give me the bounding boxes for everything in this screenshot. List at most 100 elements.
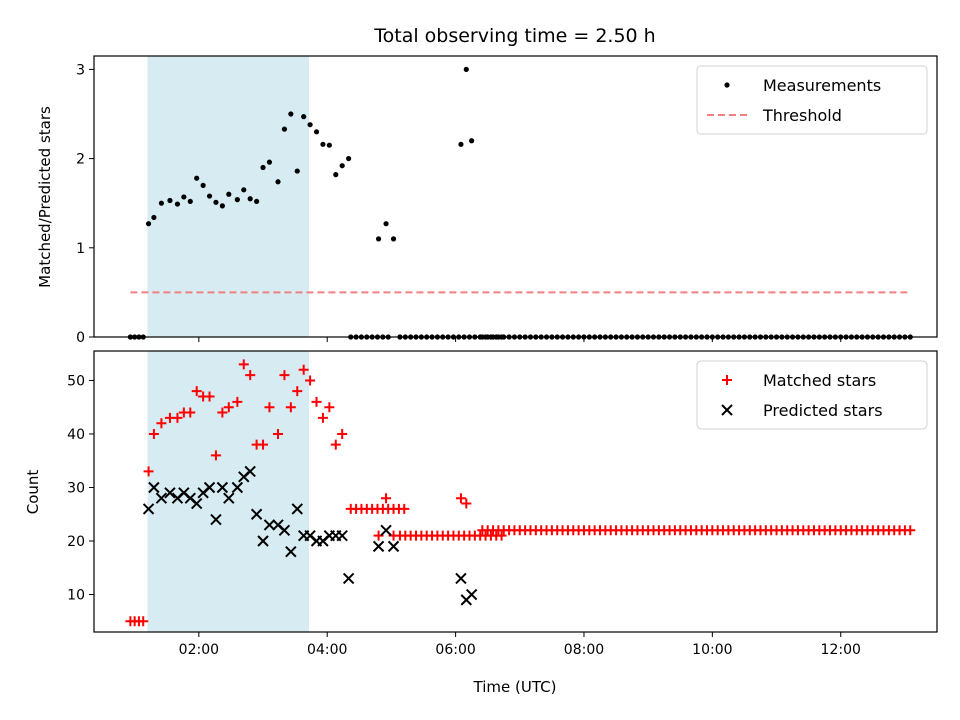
measurement-point [167, 197, 173, 204]
matched-star-marker [143, 466, 154, 477]
measurement-point [375, 236, 382, 242]
measurement-point [213, 199, 219, 205]
bottom-series-predicted-stars [142, 465, 478, 606]
matched-star-marker [337, 428, 348, 439]
predicted-star-marker [164, 487, 176, 499]
matched-star-marker [232, 396, 243, 407]
matched-star-marker [381, 493, 392, 504]
predicted-star-marker [223, 492, 235, 504]
measurement-point [320, 141, 326, 147]
predicted-star-marker [342, 572, 355, 585]
matched-star-marker [185, 407, 196, 418]
matched-star-marker [223, 402, 234, 413]
measurement-point [241, 187, 247, 193]
top-y-tick-label: 3 [76, 62, 85, 78]
bottom-chart-xlabel: Time (UTC) [473, 678, 557, 696]
legend-label: Threshold [762, 106, 842, 125]
legend-label: Measurements [763, 76, 881, 95]
top-axes-frame [93, 55, 938, 338]
bottom-x-tick-label: 08:00 [564, 642, 604, 658]
legend-label: Predicted stars [763, 401, 883, 420]
matched-star-marker [298, 364, 309, 375]
matched-star-marker [148, 428, 159, 439]
measurement-point [294, 168, 300, 174]
measurement-point [158, 200, 164, 206]
matched-star-marker [217, 407, 228, 418]
matched-star-marker [311, 396, 322, 407]
legend-plus-icon [722, 375, 732, 385]
predicted-star-marker [148, 481, 160, 494]
matched-star-marker [317, 412, 328, 423]
measurement-point [333, 172, 339, 178]
measurement-point [390, 236, 397, 242]
top-y-tick-label: 1 [76, 241, 85, 257]
bottom-y-tick-label: 20 [67, 534, 85, 550]
measurement-point [307, 122, 313, 128]
matched-star-marker [210, 450, 221, 461]
predicted-star-marker [291, 503, 303, 515]
top-y-tick-label: 0 [76, 330, 85, 346]
bottom-axes-frame [93, 350, 938, 633]
legend-box [696, 360, 928, 430]
measurement-point [194, 175, 200, 181]
matched-star-marker [496, 530, 507, 541]
measurement-point [281, 126, 288, 132]
measurement-point [463, 66, 469, 72]
predicted-star-marker [465, 588, 478, 601]
matched-star-marker [905, 525, 916, 536]
predicted-star-marker [372, 540, 385, 553]
matched-star-marker [238, 359, 249, 370]
predicted-star-marker [455, 572, 467, 585]
matched-star-marker [204, 391, 215, 402]
top-y-tick-label: 2 [76, 152, 85, 168]
measurement-point [275, 179, 281, 185]
measurement-point [346, 155, 352, 162]
measurement-point [288, 111, 294, 117]
bottom-x-tick-label: 02:00 [179, 642, 219, 658]
bottom-chart-ylabel: Count [24, 470, 42, 515]
measurement-point [254, 198, 260, 205]
measurement-point [200, 182, 206, 188]
measurement-point [301, 114, 307, 120]
bottom-plot: Count Time (UTC) 02:00 04:00 06:00 08:00 10:… [24, 350, 938, 696]
predicted-star-marker [380, 524, 392, 537]
bottom-x-tick-label: 04:00 [307, 642, 347, 658]
matched-star-marker [455, 493, 466, 504]
measurement-point [234, 197, 240, 203]
matched-star-marker [292, 386, 303, 397]
predicted-star-marker [336, 529, 348, 542]
legend-box [696, 65, 928, 135]
bottom-x-tick-label: 12:00 [821, 642, 861, 658]
top-chart-ylabel: Matched/Predicted stars [36, 106, 54, 288]
measurement-point [383, 221, 389, 227]
predicted-star-marker [250, 508, 263, 520]
legend-label: Matched stars [763, 371, 876, 390]
bottom-y-tick-label: 50 [67, 373, 85, 389]
measurement-point [151, 214, 157, 221]
measurement-point [339, 163, 345, 169]
measurement-point [174, 201, 181, 207]
legend-dot-icon [724, 82, 730, 88]
matched-star-marker [279, 370, 290, 381]
predicted-star-marker [155, 492, 168, 504]
top-chart-title: Total observing time = 2.50 h [373, 25, 655, 47]
measurement-point [187, 198, 193, 205]
matched-star-marker [258, 439, 269, 450]
measurement-point [326, 142, 332, 148]
bottom-y-tick-label: 30 [67, 480, 85, 496]
predicted-star-marker [231, 481, 244, 494]
top-legend: Measurements Threshold [696, 65, 928, 135]
measurement-point [181, 194, 187, 200]
predicted-star-marker [203, 481, 216, 494]
matched-star-marker [245, 370, 256, 381]
measurement-point [219, 203, 225, 209]
matched-star-marker [191, 386, 202, 397]
measurement-point [458, 141, 464, 147]
bottom-series-matched-stars [125, 359, 916, 627]
matched-star-marker [172, 412, 183, 423]
measurement-point [206, 193, 213, 199]
measurement-point [313, 129, 320, 135]
matched-star-marker [156, 418, 167, 429]
matched-star-marker [399, 503, 410, 514]
predicted-star-marker [244, 465, 256, 478]
